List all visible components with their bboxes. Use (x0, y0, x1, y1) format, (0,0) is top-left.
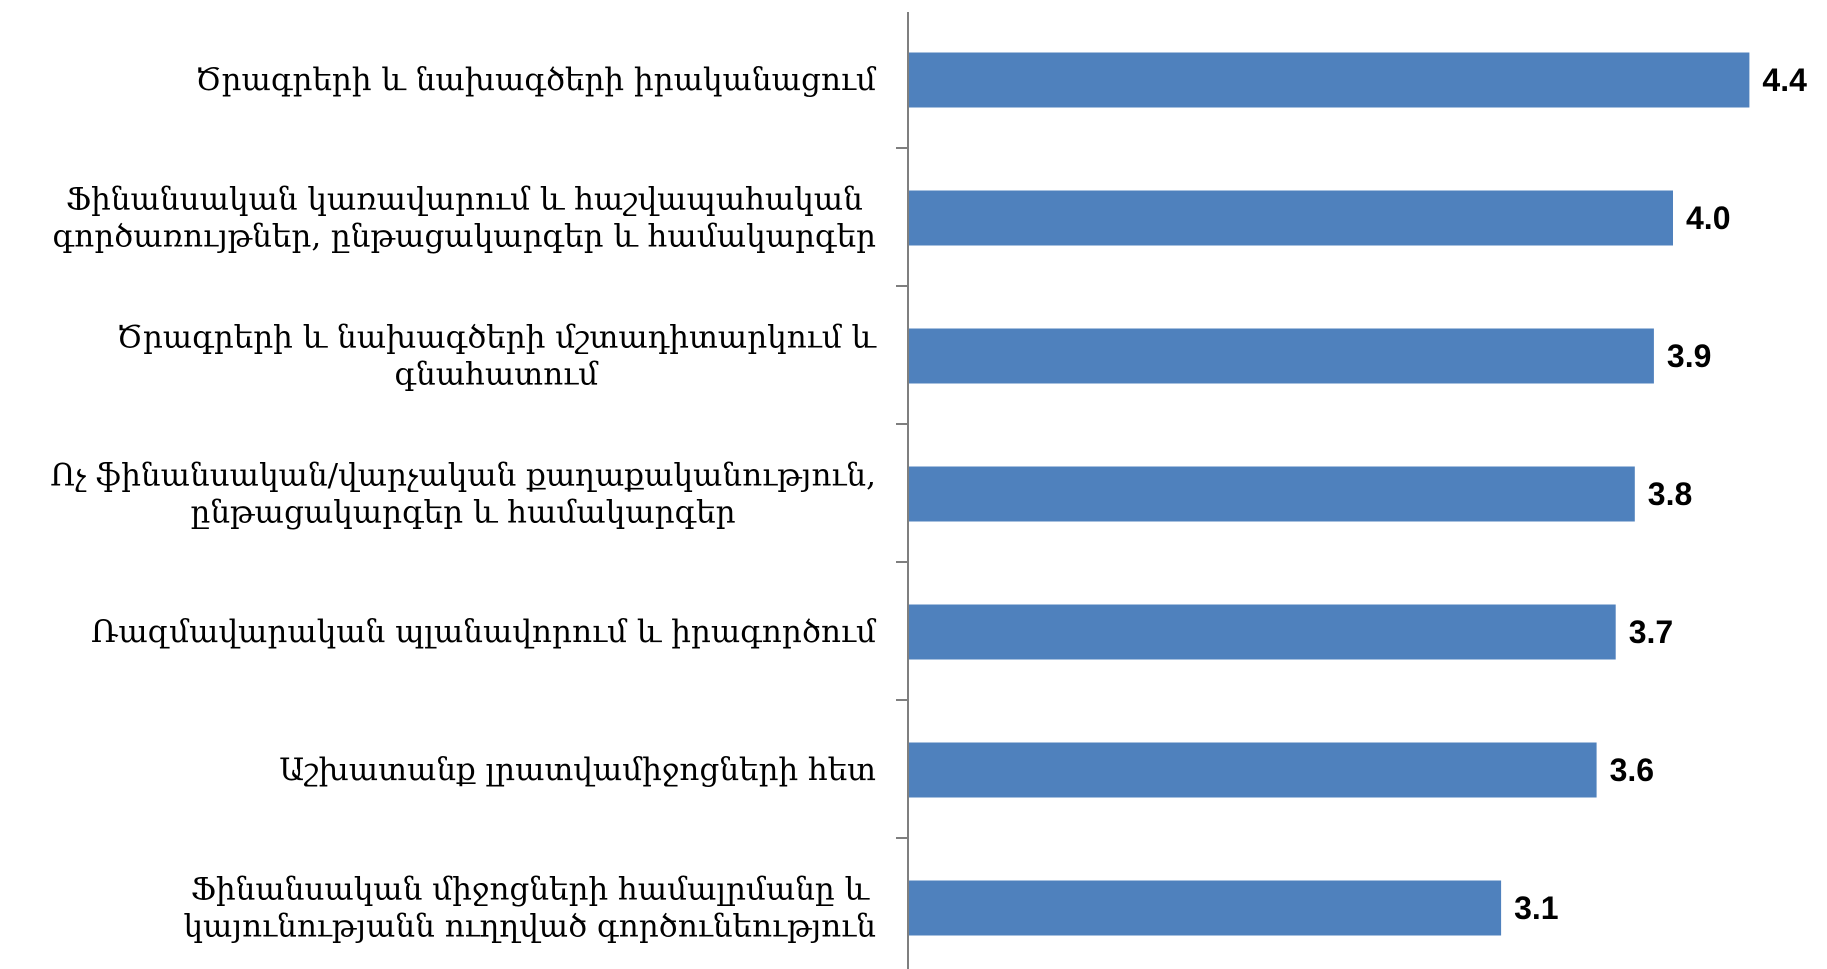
data-label: 3.1 (1514, 890, 1558, 926)
data-label: 3.9 (1667, 338, 1711, 374)
chart-axis (896, 12, 909, 969)
bar (909, 880, 1502, 936)
chart-labels: 4.4 Ծրագրերի և նախագծերի իրականացում 4.0 Ֆի… (50, 62, 1807, 945)
bar (909, 190, 1673, 246)
category-label: ընթացակարգեր և համակարգեր (191, 495, 736, 531)
category-label: Աշխատանք լրատվամիջոցների հետ (279, 752, 876, 788)
category-label: Ծրագրերի և նախագծերի իրականացում (195, 62, 877, 98)
data-label: 4.4 (1762, 62, 1807, 98)
category-label: Ռազմավարական պլանավորում և իրագործում (91, 614, 877, 650)
category-label: գնահատում (394, 357, 599, 393)
bar (909, 466, 1635, 522)
category-label: Ֆինանսական միջոցների համալրմանը և (191, 872, 871, 908)
bar (909, 52, 1750, 108)
data-label: 3.7 (1629, 614, 1673, 650)
data-label: 4.0 (1686, 200, 1730, 236)
category-label: Ծրագրերի և նախագծերի մշտադիտարկում և (117, 320, 878, 356)
category-label: Ֆինանսական կառավարում և հաշվապահական (66, 182, 863, 218)
data-label: 3.8 (1648, 476, 1692, 512)
bar (909, 604, 1616, 660)
bar (909, 328, 1654, 384)
chart-bars (909, 52, 1750, 936)
category-label: Ոչ ֆինանսական/վարչական քաղաքականություն, (50, 458, 876, 494)
category-label: գործառույթներ, ընթացակարգեր և համակարգեր (53, 219, 877, 255)
data-label: 3.6 (1610, 752, 1654, 788)
bar (909, 742, 1597, 798)
category-label: կայունությանն ուղղված գործունեություն (184, 909, 876, 945)
